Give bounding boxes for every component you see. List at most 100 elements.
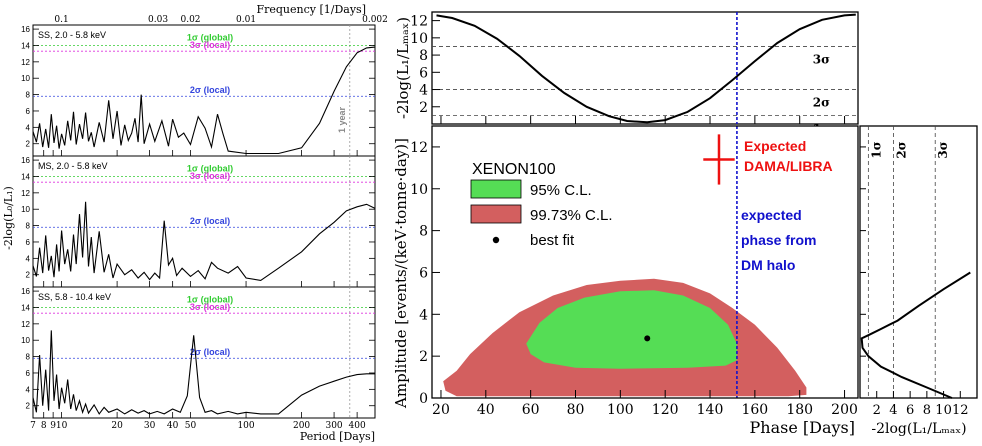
phase-amplitude-figure: 3σ2σ1σ24681012 -2log(L₁/Lₘₐₓ) ExpectedDA… xyxy=(392,11,978,437)
y-tick-label: 0 xyxy=(419,391,428,407)
panel-frame xyxy=(32,155,376,288)
y-tick-label: 6 xyxy=(419,265,428,281)
top-tick-label: 0.02 xyxy=(180,15,200,25)
y-tick-label: 10 xyxy=(21,205,30,214)
periodogram-panel: 1σ (global)3σ (local) 2σ (local) SS, 5.8 -… xyxy=(21,286,376,419)
phase-profile-curve xyxy=(436,13,856,124)
x-tick-label: 8 xyxy=(41,421,47,431)
periodogram-panel: 1σ (global)3σ (local) 2σ (local) MS, 2.0 -… xyxy=(21,155,376,288)
x-tick-label: 20 xyxy=(432,402,450,418)
y-tick-label: 14 xyxy=(21,41,30,50)
threshold-label: 2σ (local) xyxy=(190,85,230,95)
top-tick-label: 0.01 xyxy=(236,15,256,25)
x-tick-label: 400 xyxy=(349,421,366,431)
periodogram-curve xyxy=(32,46,376,155)
threshold-label: 3σ (local) xyxy=(190,302,230,312)
y-tick-label: 12 xyxy=(21,58,30,67)
top-tick-label: 0.1 xyxy=(54,15,68,25)
legend-label: best fit xyxy=(530,232,575,249)
y-tick-label: 16 xyxy=(21,287,30,296)
x-tick-label: 2 xyxy=(873,403,881,418)
y-tick-label: 12 xyxy=(410,14,428,30)
x-tick-label: 40 xyxy=(167,421,179,431)
x-tick-label: 10 xyxy=(935,403,952,418)
period-ticks: 7 8 9 10 20 30 40 50 100 200 300 400 xyxy=(30,421,366,431)
period-xlabel: Period [Days] xyxy=(300,430,375,443)
x-tick-label: 4 xyxy=(889,403,897,418)
x-tick-label: 140 xyxy=(697,402,724,418)
panel-title: SS, 5.8 - 10.4 keV xyxy=(38,292,111,302)
x-tick-label: 180 xyxy=(786,402,813,418)
y-tick-label: 8 xyxy=(26,91,31,100)
y-tick-label: 16 xyxy=(21,25,30,34)
contour-panel: Expected DAMA/LIBRA expected phase from DM h… xyxy=(410,125,859,418)
y-tick-label: 8 xyxy=(419,224,428,240)
best-fit-point xyxy=(644,335,651,342)
y-tick-label: 16 xyxy=(21,156,30,165)
y-tick-label: 2 xyxy=(419,100,428,116)
x-tick-label: 80 xyxy=(567,402,585,418)
threshold-label: 3σ (local) xyxy=(190,40,230,50)
sigma-label: 2σ xyxy=(894,141,908,158)
amplitude-profile-curve xyxy=(860,271,971,399)
x-tick-label: 50 xyxy=(185,421,197,431)
y-tick-label: 2 xyxy=(26,140,31,149)
phase-profile-ylabel: -2log(L₁/Lₘₐₓ) xyxy=(394,17,412,119)
sigma-label: 2σ xyxy=(813,96,830,110)
y-tick-label: 14 xyxy=(21,303,30,312)
x-tick-label: 200 xyxy=(293,421,310,431)
y-tick-label: 8 xyxy=(419,48,428,64)
threshold-label: 1σ (global) xyxy=(187,163,233,173)
x-tick-label: 300 xyxy=(325,421,342,431)
legend-swatch-9973 xyxy=(470,204,522,224)
periodogram-panel: 1 year 1σ (global)3σ (local) 2σ (local) SS,… xyxy=(21,24,376,157)
threshold-label: 2σ (local) xyxy=(190,347,230,357)
x-tick-label: 6 xyxy=(906,403,914,418)
y-tick-label: 14 xyxy=(21,172,30,181)
y-tick-label: 6 xyxy=(26,238,31,247)
y-tick-label: 6 xyxy=(26,107,31,116)
x-tick-label: 12 xyxy=(952,403,969,418)
x-tick-label: 8 xyxy=(923,403,931,418)
y-tick-label: 8 xyxy=(26,353,31,362)
periodogram-curve xyxy=(32,330,375,415)
x-tick-label: 20 xyxy=(111,421,123,431)
halo-label: DM halo xyxy=(741,257,795,273)
legend-title: XENON100 xyxy=(472,161,556,178)
y-tick-label: 4 xyxy=(419,83,428,99)
x-tick-label: 10 xyxy=(56,421,68,431)
x-tick-label: 100 xyxy=(607,402,634,418)
y-tick-label: 10 xyxy=(410,31,428,47)
periodogram-ylabel: -2log(L₀/L₁) xyxy=(2,186,15,250)
x-tick-label: 7 xyxy=(30,421,36,431)
legend-swatch-95 xyxy=(470,179,522,199)
contour-frame xyxy=(431,125,859,399)
periodogram-curve xyxy=(32,201,376,281)
top-tick-label: 0.002 xyxy=(362,15,388,25)
y-tick-label: 2 xyxy=(419,349,428,365)
dama-label: DAMA/LIBRA xyxy=(744,158,833,174)
x-tick-label: 200 xyxy=(831,402,858,418)
x-tick-label: 40 xyxy=(477,402,495,418)
right-frame xyxy=(859,125,978,399)
legend-marker-best-fit xyxy=(492,236,500,244)
threshold-label: 3σ (local) xyxy=(190,171,230,181)
x-tick-label: 30 xyxy=(144,421,156,431)
x-tick-label: 100 xyxy=(237,421,254,431)
y-tick-label: 12 xyxy=(21,320,30,329)
amplitude-ylabel: Amplitude [events/(keV·tonne·day)] xyxy=(392,138,410,409)
y-tick-label: 4 xyxy=(26,254,31,263)
y-tick-label: 10 xyxy=(21,74,30,83)
y-tick-label: 2 xyxy=(26,271,31,280)
top-tick-label: 0.03 xyxy=(148,15,168,25)
region-95-cl xyxy=(526,290,737,369)
y-tick-label: 10 xyxy=(410,182,428,198)
y-tick-label: 12 xyxy=(21,189,30,198)
threshold-label: 2σ (local) xyxy=(190,216,230,226)
y-tick-label: 2 xyxy=(26,402,31,411)
one-year-label: 1 year xyxy=(337,106,347,133)
y-tick-label: 8 xyxy=(26,222,31,231)
y-tick-label: 4 xyxy=(419,307,428,323)
